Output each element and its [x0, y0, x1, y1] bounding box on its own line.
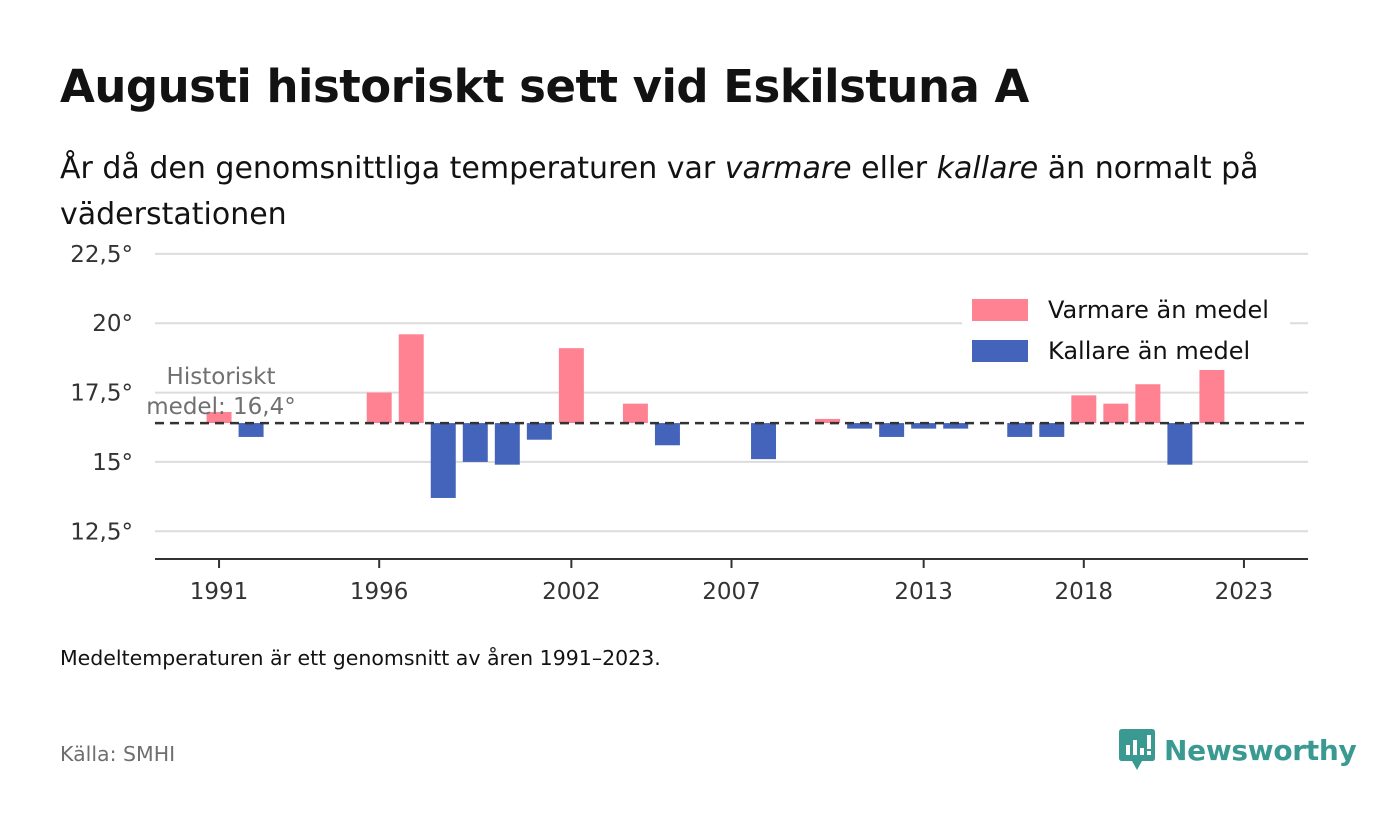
subtitle-part-1: År då den genomsnittliga temperaturen va…: [60, 151, 725, 186]
x-tick-label: 1996: [350, 579, 409, 605]
bar-warmer-2010: [815, 418, 841, 424]
bar-colder-2021: [1167, 423, 1193, 465]
x-tick-label: 1991: [190, 579, 249, 605]
footnote: Medeltemperaturen är ett genomsnitt av å…: [60, 646, 661, 670]
chart-title: Augusti historiskt sett vid Eskilstuna A: [60, 60, 1029, 113]
bar-warmer-2022: [1199, 367, 1225, 424]
y-tick-label: 20°: [92, 311, 133, 337]
newsworthy-logo[interactable]: Newsworthy: [1118, 728, 1357, 772]
bar-colder-2000: [494, 423, 520, 465]
subtitle-part-3: än normalt på väderstationen: [60, 151, 1259, 232]
subtitle-part-2: eller: [851, 151, 937, 186]
x-tick-label: 2002: [542, 579, 601, 605]
bar-colder-2013: [911, 423, 937, 429]
bar-warmer-1996: [366, 392, 392, 424]
bar-warmer-2002: [558, 348, 584, 424]
subtitle-em-warmer: varmare: [724, 151, 852, 186]
bar-colder-2011: [847, 423, 873, 429]
bar-warmer-2018: [1071, 395, 1097, 424]
y-tick-label: 17,5°: [70, 381, 133, 407]
chart-subtitle: År då den genomsnittliga temperaturen va…: [60, 146, 1290, 238]
legend-swatch-warm: [972, 299, 1028, 321]
x-tick-label: 2023: [1215, 579, 1274, 605]
y-tick-label: 22,5°: [70, 242, 133, 268]
x-tick-label: 2013: [894, 579, 953, 605]
bar-colder-2012: [879, 423, 905, 437]
bar-warmer-2004: [622, 403, 648, 424]
subtitle-em-colder: kallare: [936, 151, 1039, 186]
bar-colder-1998: [430, 423, 456, 498]
legend-label-warm: Varmare än medel: [1048, 296, 1269, 324]
bar-warmer-2019: [1103, 403, 1129, 424]
bar-colder-2001: [526, 423, 552, 440]
bar-colder-2016: [1007, 423, 1033, 437]
mean-annotation-line: medel: 16,4°: [146, 394, 295, 420]
bar-colder-1999: [462, 423, 488, 462]
bar-warmer-1991: [206, 411, 232, 424]
legend-swatch-cold: [972, 340, 1028, 362]
temperature-bar-chart: 12,5° 15° 17,5° 20° 22,5° 1991 1996 2002 2007 201…: [70, 242, 1308, 605]
bar-warmer-1997: [398, 334, 424, 424]
bar-colder-2017: [1039, 423, 1065, 437]
mean-annotation-line: Historiskt: [167, 364, 276, 390]
source-label: Källa: SMHI: [60, 742, 176, 766]
y-tick-label: 12,5°: [70, 519, 133, 545]
bar-colder-2014: [943, 423, 969, 429]
bar-colder-2008: [751, 423, 777, 460]
x-tick-label: 2018: [1055, 579, 1114, 605]
x-tick-label: 2007: [702, 579, 761, 605]
bar-warmer-2020: [1135, 384, 1161, 424]
newsworthy-logo-text: Newsworthy: [1164, 733, 1357, 767]
bar-colder-1992: [238, 423, 264, 437]
bar-colder-2005: [654, 423, 680, 446]
y-tick-label: 15°: [92, 450, 133, 476]
legend-label-cold: Kallare än medel: [1048, 337, 1250, 365]
newsworthy-logo-icon: [1119, 729, 1155, 770]
